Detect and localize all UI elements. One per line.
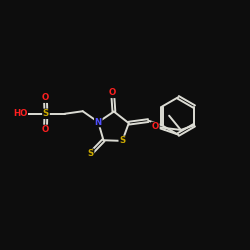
Text: S: S	[43, 109, 49, 118]
Text: O: O	[42, 93, 49, 102]
Text: O: O	[42, 125, 49, 134]
Text: N: N	[95, 118, 102, 126]
Text: HO: HO	[13, 109, 27, 118]
Text: O: O	[109, 88, 116, 98]
Text: S: S	[119, 136, 126, 145]
Text: O: O	[152, 122, 159, 131]
Text: S: S	[88, 149, 94, 158]
